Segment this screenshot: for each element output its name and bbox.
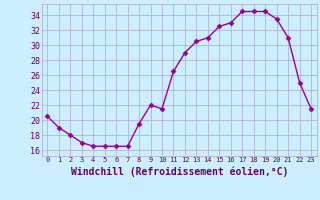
X-axis label: Windchill (Refroidissement éolien,°C): Windchill (Refroidissement éolien,°C) [70,166,288,177]
